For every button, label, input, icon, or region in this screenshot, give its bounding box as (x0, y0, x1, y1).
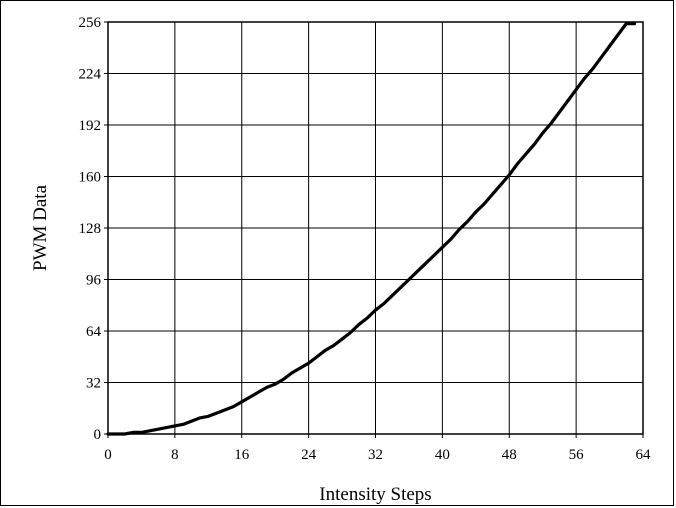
y-axis-label: PWM Data (30, 184, 51, 271)
y-tick-label-256: 256 (79, 15, 102, 31)
x-tick-label-48: 48 (502, 447, 517, 463)
plot-area-border (107, 21, 644, 435)
x-tick-label-56: 56 (569, 447, 585, 463)
x-tick-label-32: 32 (368, 447, 383, 463)
x-tick-label-24: 24 (301, 447, 317, 463)
series-line-pwm (106, 22, 637, 436)
x-tick-label-0: 0 (104, 447, 112, 463)
y-tick-label-96: 96 (86, 273, 102, 289)
y-tick-label-160: 160 (79, 170, 102, 186)
y-tick-label-224: 224 (79, 67, 102, 83)
vertical-gridlines (107, 22, 644, 438)
y-tick-label-0: 0 (94, 427, 102, 443)
y-tick-labels: 0 32 64 96 128 160 192 224 256 (79, 15, 102, 443)
x-tick-label-16: 16 (234, 447, 250, 463)
y-tick-label-32: 32 (86, 376, 101, 392)
x-tick-label-64: 64 (636, 447, 652, 463)
x-axis-label: Intensity Steps (319, 484, 431, 505)
y-tick-label-128: 128 (79, 221, 102, 237)
x-tick-label-40: 40 (435, 447, 450, 463)
y-tick-label-64: 64 (86, 324, 102, 340)
x-tick-labels: 0 8 16 24 32 40 48 56 64 (104, 447, 651, 463)
x-tick-label-8: 8 (171, 447, 179, 463)
horizontal-gridlines (104, 21, 643, 435)
y-tick-label-192: 192 (79, 118, 102, 134)
